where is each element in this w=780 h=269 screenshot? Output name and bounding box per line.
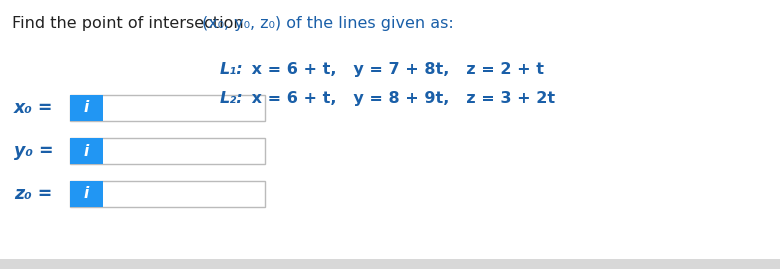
Text: x = 6 + t,   y = 8 + 9t,   z = 3 + 2t: x = 6 + t, y = 8 + 9t, z = 3 + 2t bbox=[246, 91, 555, 106]
Text: x₀ =: x₀ = bbox=[14, 99, 53, 117]
Text: (x₀, y₀, z₀) of the lines given as:: (x₀, y₀, z₀) of the lines given as: bbox=[202, 16, 454, 31]
FancyBboxPatch shape bbox=[70, 138, 265, 164]
Text: L₁:: L₁: bbox=[220, 62, 243, 77]
Text: z₀ =: z₀ = bbox=[14, 185, 52, 203]
Text: i: i bbox=[84, 143, 89, 158]
FancyBboxPatch shape bbox=[70, 95, 103, 121]
Bar bbox=[0, 259, 780, 269]
FancyBboxPatch shape bbox=[70, 181, 265, 207]
FancyBboxPatch shape bbox=[70, 138, 103, 164]
FancyBboxPatch shape bbox=[70, 95, 265, 121]
Text: i: i bbox=[84, 101, 89, 115]
Text: i: i bbox=[84, 186, 89, 201]
FancyBboxPatch shape bbox=[70, 181, 103, 207]
Text: L₂:: L₂: bbox=[220, 91, 243, 106]
Text: y₀ =: y₀ = bbox=[14, 142, 54, 160]
Text: x = 6 + t,   y = 7 + 8t,   z = 2 + t: x = 6 + t, y = 7 + 8t, z = 2 + t bbox=[246, 62, 544, 77]
Text: Find the point of intersection: Find the point of intersection bbox=[12, 16, 254, 31]
